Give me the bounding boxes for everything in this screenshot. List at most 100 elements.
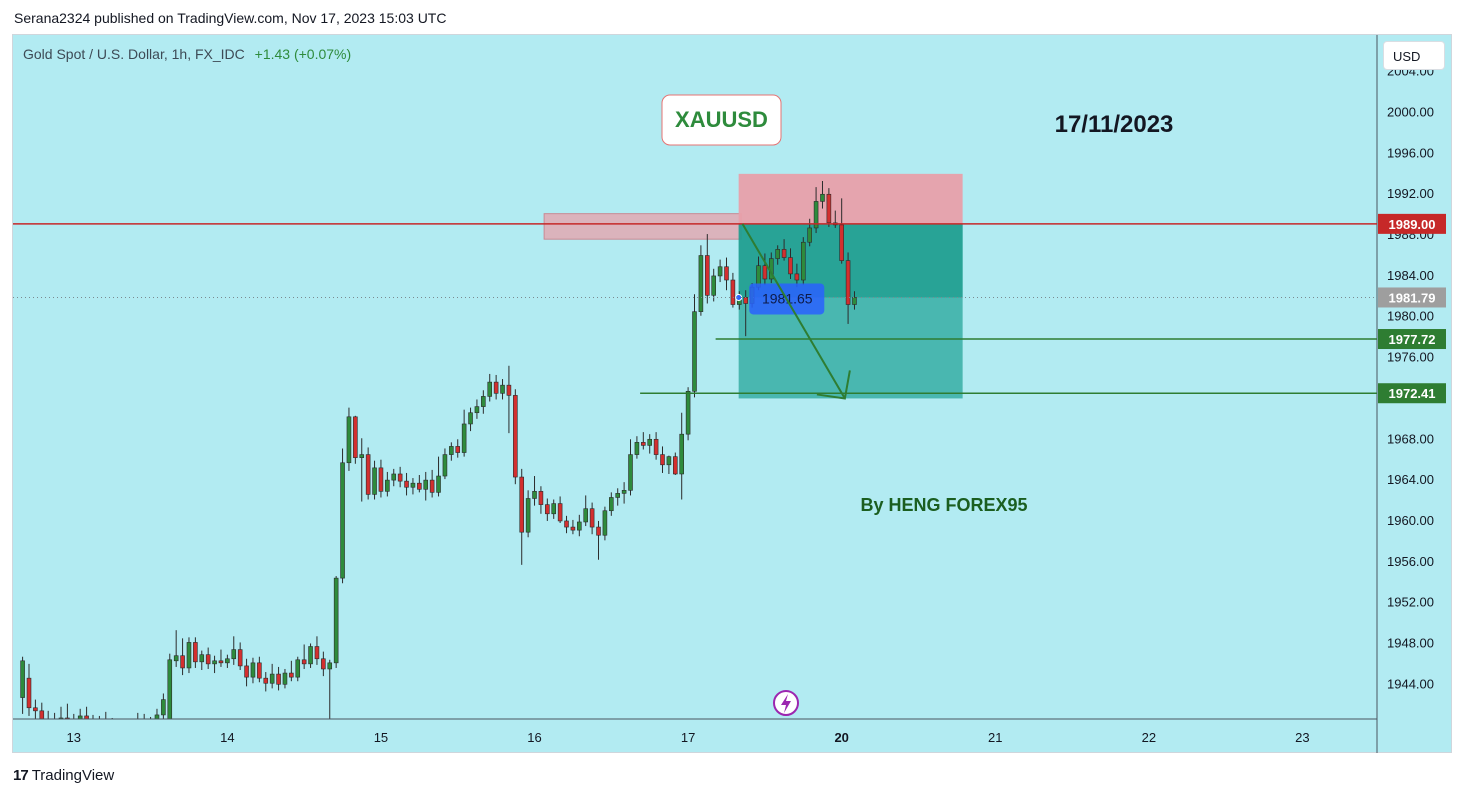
candle-body: [845, 260, 851, 305]
candle-body: [244, 665, 249, 678]
candle-body: [628, 454, 633, 491]
candle-body: [295, 659, 301, 678]
candle-body: [519, 476, 525, 533]
candle-body: [666, 456, 672, 466]
tradingview-logo[interactable]: 17 TradingView: [13, 767, 114, 784]
candle-body: [685, 390, 691, 435]
supply-zone: [543, 213, 742, 240]
candle-body: [577, 521, 582, 531]
candle-body: [372, 467, 377, 495]
candle-body: [333, 577, 339, 664]
candle-body: [826, 193, 832, 224]
candle-body: [205, 654, 211, 665]
candle-body: [852, 297, 857, 305]
candle-body: [493, 381, 499, 394]
candle-body: [641, 442, 646, 446]
candle-body: [602, 510, 608, 536]
candle-body: [513, 395, 518, 478]
candle-body: [839, 224, 844, 261]
candle-body: [417, 482, 422, 490]
time-tick-label: 16: [527, 730, 541, 745]
candle-body: [673, 456, 678, 475]
candle-body: [58, 717, 64, 719]
candle-body: [410, 482, 416, 488]
candle-body: [142, 721, 146, 728]
price-label: 1972.41: [1389, 386, 1436, 401]
candle-body: [359, 454, 365, 458]
candle-body: [104, 720, 108, 724]
candle-body: [91, 723, 95, 728]
price-tick-label: 1956.00: [1387, 554, 1434, 569]
candle-body: [506, 384, 512, 396]
candle-body: [423, 479, 429, 490]
currency-button[interactable]: USD: [1383, 41, 1445, 70]
candle-body: [161, 699, 166, 716]
candle-body: [724, 266, 729, 281]
candle-body: [813, 201, 819, 229]
time-tick-label: 15: [374, 730, 388, 745]
candle-body: [557, 503, 563, 522]
candle-body: [801, 241, 806, 281]
candle-body: [180, 655, 185, 669]
candle-body: [781, 249, 787, 258]
candle-body: [404, 480, 409, 488]
candle-body: [615, 493, 620, 498]
candle-body: [97, 720, 101, 728]
candle-body: [570, 526, 576, 531]
price-label-bg: [1378, 329, 1446, 350]
price-tick-label: 2000.00: [1387, 105, 1434, 120]
candle-body: [538, 491, 544, 505]
candle-body: [429, 479, 435, 493]
price-tick-label: 1976.00: [1387, 350, 1434, 365]
candle-body: [820, 193, 825, 202]
candle-body: [474, 406, 480, 414]
candle-body: [250, 662, 256, 678]
time-tick-label: 23: [1295, 730, 1309, 745]
time-tick-label: 21: [988, 730, 1002, 745]
time-tick-label: 20: [834, 730, 848, 745]
price-tick-label: 1968.00: [1387, 431, 1434, 446]
time-tick-label: 14: [220, 730, 234, 745]
price-tick-label: 1944.00: [1387, 676, 1434, 691]
price-label-bg: [1378, 213, 1446, 234]
candle-body: [149, 722, 153, 728]
publisher-line: Serana2324 published on TradingView.com,…: [14, 10, 447, 26]
candle-body: [698, 255, 704, 312]
price-label-bg: [1378, 383, 1446, 404]
candle-body: [346, 416, 352, 464]
candle-body: [327, 662, 333, 670]
candle-body: [353, 416, 358, 458]
candle-body: [762, 265, 768, 280]
candle-body: [77, 715, 83, 719]
lightning-icon[interactable]: [773, 690, 799, 716]
candle-body: [679, 433, 684, 475]
candle-body: [461, 423, 467, 453]
candle-body: [468, 412, 473, 425]
candle-body: [711, 275, 716, 296]
price-label: 1981.79: [1389, 290, 1436, 305]
title-box: [661, 94, 782, 146]
candle-body: [282, 672, 288, 685]
candle-body: [589, 508, 595, 528]
candle-body: [583, 508, 588, 523]
candle-body: [321, 658, 326, 670]
stop-loss-zone: [738, 173, 963, 224]
candle-body: [53, 722, 57, 726]
candle-body: [705, 255, 710, 296]
candle-body: [39, 710, 45, 719]
candle-body: [269, 673, 275, 684]
candle-body: [717, 266, 723, 277]
candle-body: [391, 473, 397, 481]
candle-body: [609, 497, 614, 512]
candle-body: [231, 649, 237, 660]
candle-body: [481, 396, 486, 407]
candle-body: [442, 454, 448, 477]
lightning-icon-bolt: [781, 694, 791, 713]
candle-body: [314, 646, 320, 660]
candle-body: [455, 446, 461, 453]
tradingview-brand: TradingView: [31, 767, 115, 784]
projection-arrow-head: [816, 370, 851, 400]
candle-body: [500, 384, 505, 394]
candle-body: [263, 677, 269, 684]
